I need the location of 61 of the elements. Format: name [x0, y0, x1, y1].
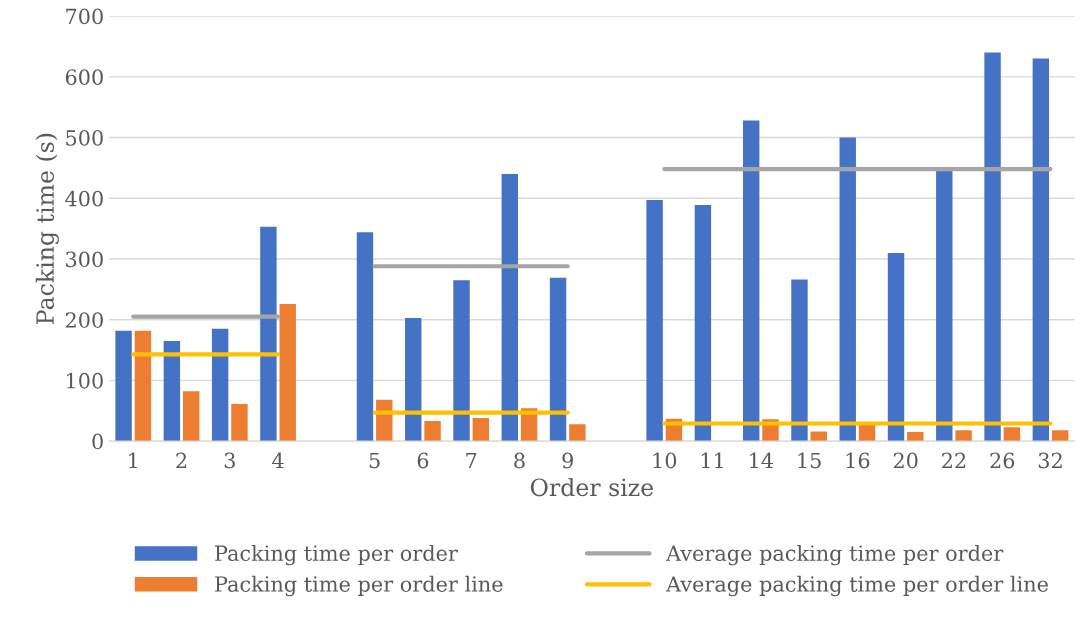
bar: [279, 303, 296, 442]
bar: [955, 430, 972, 442]
bar: [694, 204, 712, 442]
bar: [569, 424, 586, 442]
bar: [501, 173, 518, 442]
bar: [839, 137, 856, 442]
x-tick-label: 14: [750, 452, 774, 469]
bar: [742, 120, 760, 442]
y-axis-title: Packing time (s): [35, 133, 59, 324]
bar: [887, 252, 905, 442]
legend-label: Average packing time per order: [665, 544, 1004, 566]
y-tick-label: 100: [67, 372, 103, 389]
y-tick-label: 400: [65, 190, 103, 207]
bar: [907, 432, 924, 442]
x-tick-label: 5: [369, 452, 380, 469]
bar: [549, 277, 567, 442]
bar: [163, 340, 181, 442]
bar: [134, 330, 152, 442]
bar: [984, 52, 1001, 442]
bar: [211, 328, 229, 442]
x-axis-title: Order size: [530, 477, 653, 497]
bar: [791, 279, 808, 442]
x-tick-label: 11: [701, 452, 723, 469]
x-tick-label: 2: [176, 452, 187, 469]
x-tick-label: 20: [893, 452, 918, 469]
bar: [936, 169, 953, 442]
y-tick-label: 600: [65, 69, 103, 86]
x-tick-label: 16: [846, 452, 870, 469]
legend-label: Packing time per order line: [215, 575, 503, 597]
bar: [810, 431, 827, 442]
x-tick-label: 9: [562, 452, 573, 469]
bar: [646, 200, 663, 442]
legend-label: Average packing time per order line: [665, 575, 1048, 597]
legend-label: Packing time per order: [215, 544, 458, 566]
x-tick-label: 6: [417, 452, 429, 469]
x-tick-label: 10: [653, 452, 677, 469]
bar: [453, 280, 470, 442]
bar: [424, 421, 441, 442]
bar: [405, 317, 422, 442]
bar: [472, 418, 490, 442]
y-tick-label: 700: [66, 8, 103, 25]
y-tick-label: 300: [66, 251, 103, 268]
x-tick-label: 15: [798, 452, 821, 469]
x-tick-label: 26: [990, 452, 1015, 469]
y-tick-label: 200: [65, 312, 103, 328]
x-tick-label: 4: [272, 452, 284, 469]
bar: [1003, 427, 1021, 442]
x-tick-label: 22: [942, 452, 966, 469]
x-tick-label: 32: [1038, 452, 1062, 469]
x-tick-label: 7: [466, 452, 477, 469]
bar: [260, 226, 277, 442]
bar: [1032, 58, 1050, 442]
bar: [115, 330, 132, 442]
bar: [231, 404, 248, 442]
x-tick-label: 8: [514, 452, 525, 469]
bar: [182, 391, 200, 442]
x-tick-label: 1: [129, 452, 137, 469]
y-tick-label: 0: [92, 433, 103, 450]
y-tick-label: 500: [66, 129, 103, 146]
bar: [356, 232, 374, 442]
x-tick-label: 3: [224, 452, 235, 469]
